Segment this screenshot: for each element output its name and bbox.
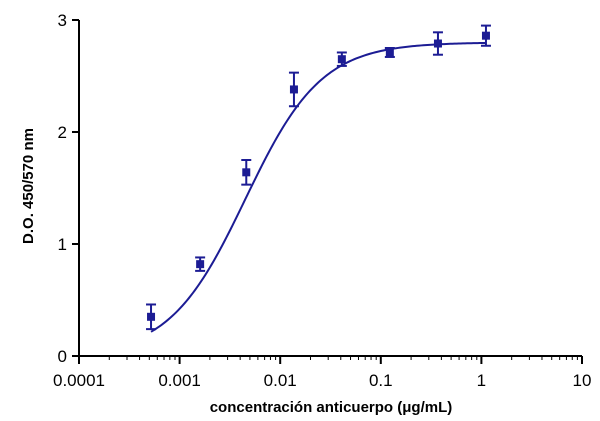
data-point: [196, 260, 205, 269]
data-point: [289, 85, 298, 94]
x-tick-label: 1: [477, 371, 486, 390]
y-axis-title: D.O. 450/570 nm: [20, 128, 37, 244]
fit-curve-group: [150, 41, 486, 333]
data-point: [385, 48, 394, 57]
data-point: [433, 39, 442, 48]
data-point: [147, 312, 156, 321]
data-point: [242, 168, 251, 177]
x-tick-label: 0.001: [158, 371, 201, 390]
y-tick-label: 3: [58, 11, 67, 30]
x-tick-label: 0.01: [264, 371, 297, 390]
y-tick-label: 0: [58, 347, 67, 366]
y-tick-label: 1: [58, 235, 67, 254]
x-tick-label: 0.1: [369, 371, 393, 390]
data-point: [481, 31, 490, 40]
x-tick-label: 10: [573, 371, 592, 390]
data-points: [146, 24, 491, 331]
axes: 0 1 2 3 0.0001 0.001 0.01 0.1 1 10: [53, 11, 591, 390]
x-axis-title: concentración anticuerpo (μg/mL): [210, 399, 453, 416]
data-point: [337, 55, 346, 64]
fit-curve: [150, 41, 486, 333]
x-tick-label: 0.0001: [53, 371, 105, 390]
y-tick-label: 2: [58, 123, 67, 142]
